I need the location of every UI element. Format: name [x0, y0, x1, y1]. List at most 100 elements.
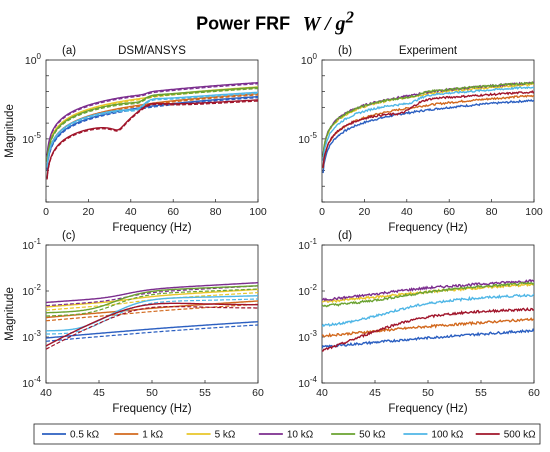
legend-label: 50 kΩ [359, 430, 386, 441]
panel-b: 0 20 40 60 80 100 100 10-5 Frequency (Hz) (b) Expe… [298, 45, 543, 234]
legend-box [33, 423, 541, 445]
x-tick-label: 50 [422, 387, 434, 399]
axes-frame [45, 59, 259, 203]
x-tick-label: 45 [93, 387, 105, 399]
series-line [46, 300, 258, 319]
series-line [322, 86, 534, 161]
x-axis-label: Frequency (Hz) [388, 222, 467, 234]
y-tick-label: 10-2 [22, 283, 41, 298]
y-tick-label: 10-5 [22, 131, 41, 146]
series-line [322, 307, 534, 352]
panel-label: (c) [62, 230, 76, 242]
series-line [46, 295, 258, 332]
x-tick-label: 80 [486, 206, 498, 218]
series-group [322, 80, 534, 174]
x-tick-label: 60 [443, 206, 455, 218]
series-group [322, 279, 534, 352]
legend-label: 1 kΩ [142, 430, 163, 441]
x-axis-label: Frequency (Hz) [388, 403, 467, 415]
series-line [322, 317, 534, 338]
panel-label: (a) [62, 45, 76, 57]
x-tick-label: 40 [125, 206, 137, 218]
panel-d: 40 45 50 55 60 10-1 10-2 10-3 10-4 Frequency (Hz)… [298, 230, 540, 415]
panel-label: (b) [338, 45, 352, 57]
series-group [46, 282, 258, 350]
series-line-dashed [46, 303, 258, 322]
y-tick-label: 100 [25, 52, 42, 67]
series-line [46, 95, 258, 170]
panel-title: DSM/ANSYS [118, 45, 186, 57]
figure-title: Power FRF W / g2 [0, 4, 550, 39]
series-line [46, 282, 258, 304]
x-tick-label: 60 [252, 387, 264, 399]
panel-c: 40 45 50 55 60 10-1 10-2 10-3 10-4 Frequency (Hz)… [4, 230, 264, 415]
x-tick-label: 55 [475, 387, 487, 399]
x-tick-label: 100 [249, 206, 267, 218]
series-line-dashed [46, 298, 258, 335]
series-line [46, 302, 258, 347]
series-line-dashed [46, 288, 258, 317]
x-tick-label: 20 [359, 206, 371, 218]
series-line-dashed [46, 87, 258, 163]
panel-label: (d) [338, 230, 352, 242]
y-tick-label: 10-3 [22, 329, 41, 344]
x-tick-label: 60 [528, 387, 540, 399]
series-group [46, 82, 258, 180]
legend-label: 500 kΩ [504, 430, 536, 441]
series-line [46, 285, 258, 314]
series-line [46, 99, 258, 179]
series-line [322, 293, 534, 328]
y-tick-label: 10-4 [298, 375, 317, 390]
x-tick-label: 0 [319, 206, 325, 218]
legend: 0.5 kΩ 1 kΩ 5 kΩ 10 kΩ 50 kΩ 100 kΩ 500 kΩ [33, 423, 541, 445]
x-tick-label: 0 [43, 206, 49, 218]
y-tick-label: 10-4 [22, 375, 41, 390]
series-line [322, 80, 534, 158]
series-line [322, 328, 534, 349]
series-line [322, 98, 534, 174]
axes-frame [321, 59, 535, 203]
legend-label: 10 kΩ [287, 430, 314, 441]
x-tick-label: 100 [525, 206, 543, 218]
y-tick-label: 10-2 [298, 283, 317, 298]
series-line-dashed [46, 92, 258, 168]
series-line [322, 90, 534, 168]
series-line-dashed [46, 324, 258, 342]
x-tick-label: 55 [199, 387, 211, 399]
series-line [46, 82, 258, 156]
y-axis-label: Magnitude [4, 104, 16, 158]
x-tick-label: 40 [40, 387, 52, 399]
y-axis-label: Magnitude [4, 287, 16, 341]
x-tick-label: 40 [316, 387, 328, 399]
x-tick-label: 40 [401, 206, 413, 218]
y-tick-label: 10-5 [298, 131, 317, 146]
legend-label: 5 kΩ [215, 430, 236, 441]
series-line [322, 281, 534, 308]
y-tick-label: 10-1 [22, 237, 41, 252]
axes-frame [321, 244, 535, 384]
y-tick-label: 10-1 [298, 237, 317, 252]
series-line-dashed [46, 292, 258, 311]
panel-title: Experiment [399, 45, 458, 57]
series-line-dashed [46, 306, 258, 350]
series-line-dashed [46, 100, 258, 180]
figure-title-text: Power FRF [196, 13, 291, 34]
legend-label: 100 kΩ [431, 430, 463, 441]
x-axis-label: Frequency (Hz) [112, 222, 191, 234]
panel-a: 0 20 40 60 80 100 100 10-5 Frequency (Hz) Magnitu… [4, 45, 267, 234]
x-tick-label: 80 [210, 206, 222, 218]
series-line [46, 288, 258, 308]
legend-label: 0.5 kΩ [70, 430, 100, 441]
figure-title-unit: W / g2 [302, 7, 354, 35]
x-tick-label: 20 [83, 206, 95, 218]
series-line [46, 321, 258, 339]
y-tick-label: 100 [301, 52, 318, 67]
y-tick-label: 10-3 [298, 329, 317, 344]
series-line [46, 91, 258, 167]
series-line [46, 86, 258, 162]
x-axis-label: Frequency (Hz) [112, 403, 191, 415]
series-line [322, 279, 534, 302]
x-tick-label: 45 [369, 387, 381, 399]
